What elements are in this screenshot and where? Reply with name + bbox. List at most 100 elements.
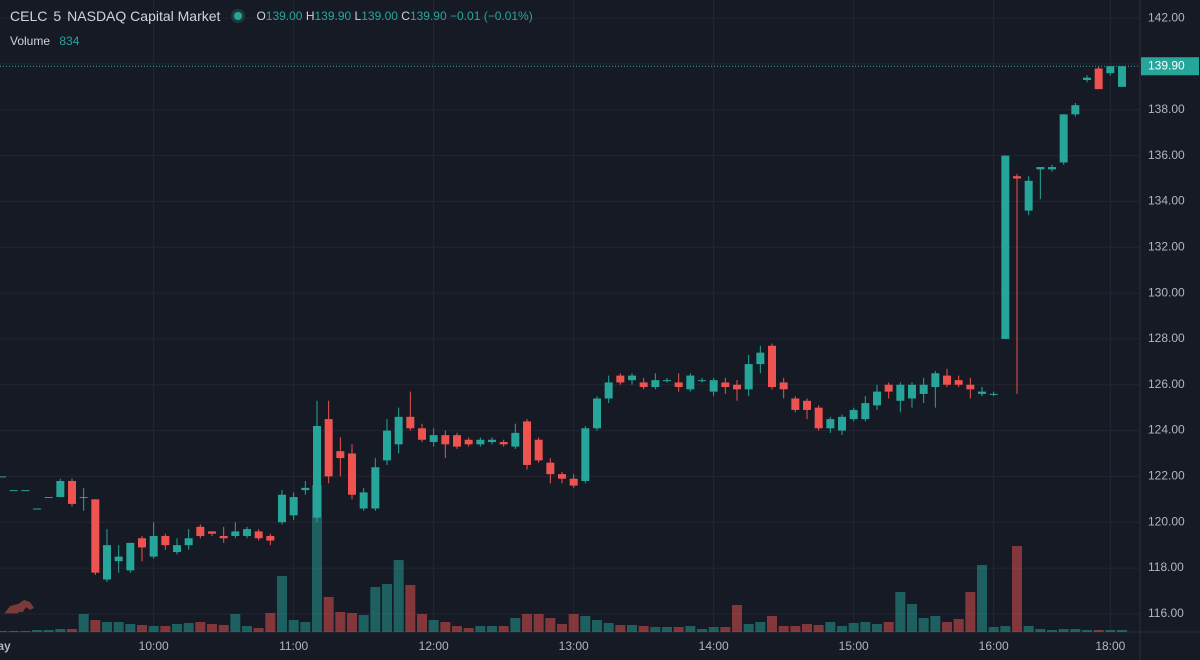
volume-label: Volume <box>10 34 51 48</box>
candle-body <box>313 425 321 518</box>
x-tick-label: 14:00 <box>699 639 729 653</box>
candle-body <box>779 382 788 390</box>
last-price-box <box>1141 57 1199 76</box>
candle-body <box>849 409 858 420</box>
volume-bar <box>615 625 626 632</box>
y-tick-label: 142.00 <box>1148 10 1185 24</box>
candle-body <box>989 393 998 395</box>
l-value: 139.00 <box>361 9 398 23</box>
volume-bar <box>20 631 31 632</box>
symbol: CELC <box>10 8 48 24</box>
volume-bar <box>813 625 824 632</box>
volume-bar <box>883 622 894 632</box>
candle-body <box>954 380 963 385</box>
candle-body <box>0 476 6 478</box>
x-tick-label: 12:00 <box>419 639 449 653</box>
volume-bar <box>732 605 742 632</box>
volume-bar <box>720 627 731 632</box>
candle-body <box>336 451 345 459</box>
volume-bar <box>358 615 369 632</box>
volume-bar <box>930 616 941 632</box>
candle-body <box>1001 155 1010 339</box>
volume-bar <box>370 587 381 632</box>
h-value: 139.90 <box>314 9 352 23</box>
volume-bar <box>265 613 276 632</box>
candle-body <box>114 556 123 562</box>
volume-bar <box>393 560 404 632</box>
candle-body <box>33 508 41 510</box>
x-tick-label: 11:00 <box>279 639 308 653</box>
volume-bar <box>417 614 427 632</box>
candle-body <box>196 526 205 536</box>
candle-body <box>768 345 776 388</box>
candle-body <box>488 439 496 443</box>
volume-bar <box>837 626 847 632</box>
volume-bar <box>1070 629 1081 632</box>
candle-body <box>721 382 730 388</box>
candle-body <box>266 535 275 541</box>
volume-bar <box>697 629 707 632</box>
volume-bar <box>288 620 299 632</box>
candle-body <box>1094 68 1103 90</box>
candle-body <box>173 545 181 553</box>
y-tick-label: 126.00 <box>1148 377 1185 391</box>
candle-body <box>651 380 660 388</box>
candle-body <box>744 364 753 390</box>
x-tick-label: 15:00 <box>839 639 869 653</box>
candle-body <box>348 453 356 495</box>
candle-body <box>79 497 88 499</box>
candle-body <box>429 435 438 443</box>
volume-bar <box>755 622 766 632</box>
volume-bar <box>942 622 952 632</box>
volume-bar <box>137 625 147 632</box>
volume-bar <box>1082 630 1092 632</box>
candle-body <box>523 421 531 465</box>
candle-body <box>394 416 403 445</box>
candle-body <box>149 535 158 557</box>
volume-bar <box>487 626 497 632</box>
volume-bar <box>1058 629 1069 632</box>
logo <box>4 600 34 614</box>
candle-body <box>616 375 625 383</box>
candle-body <box>919 384 928 394</box>
volume-bar <box>685 626 696 632</box>
volume-bar <box>522 614 532 632</box>
candle-body <box>208 531 216 534</box>
candle-body <box>733 384 741 390</box>
candle-body <box>1106 66 1115 74</box>
volume-bar <box>907 604 917 632</box>
y-tick-label: 134.00 <box>1148 194 1185 208</box>
volume-bar <box>662 627 672 632</box>
candle-body <box>103 545 111 580</box>
c-label: C <box>401 9 410 23</box>
volume-bar <box>405 585 416 632</box>
volume-bar <box>825 622 836 632</box>
volume-bar <box>673 627 684 632</box>
candle-body <box>698 380 706 382</box>
volume-bar <box>90 620 101 632</box>
volume-bar <box>242 626 252 632</box>
candle-body <box>406 416 415 429</box>
x-tick-label: lay <box>0 639 11 653</box>
volume-bar <box>0 631 7 632</box>
candle-body <box>1059 114 1068 163</box>
volume-bar <box>743 624 754 632</box>
volume-bar <box>790 626 801 632</box>
candle-body <box>68 480 76 504</box>
volume-bar <box>125 624 136 632</box>
candle-body <box>1071 105 1080 115</box>
interval: 5 <box>53 8 62 24</box>
volume-bar <box>1035 629 1046 632</box>
candle-body <box>219 535 228 539</box>
volume-bar <box>67 629 77 632</box>
candle-body <box>639 382 648 388</box>
change: −0.01 (−0.01%) <box>450 9 533 23</box>
candle-body <box>896 384 905 401</box>
candle-body <box>231 531 240 536</box>
candle-body <box>674 382 683 388</box>
volume-bar <box>510 618 521 632</box>
volume-bar <box>277 576 287 632</box>
candle-body <box>254 531 263 539</box>
candle-body <box>184 538 193 546</box>
candle-body <box>418 428 426 440</box>
